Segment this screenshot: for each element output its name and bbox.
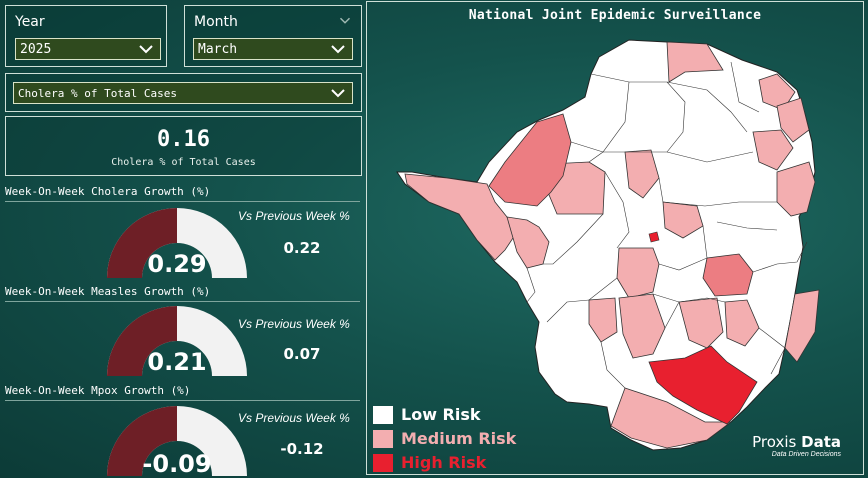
gauge-fill xyxy=(107,306,177,376)
measles-growth-value: 0.21 xyxy=(147,348,207,376)
region-medium xyxy=(404,173,518,261)
measles-growth-gauge[interactable] xyxy=(106,305,248,377)
chevron-down-icon xyxy=(331,89,345,98)
brand-name: Proxis Data xyxy=(752,433,841,451)
legend-swatch xyxy=(373,453,393,472)
region-medium xyxy=(784,289,820,363)
vs-previous-week-label: Vs Previous Week % xyxy=(238,209,350,223)
legend-label: Low Risk xyxy=(401,405,481,424)
region-medium-high xyxy=(488,113,572,207)
chevron-down-icon xyxy=(331,45,345,54)
legend-label: Medium Risk xyxy=(401,429,517,448)
legend-item-low[interactable]: Low Risk xyxy=(373,405,481,424)
brand-tagline: Data Driven Decisions xyxy=(771,451,841,458)
region-medium-high xyxy=(702,253,754,297)
brand-logo: Proxis Data Data Driven Decisions xyxy=(752,433,841,458)
gauge-title-mpox: Week-On-Week Mpox Growth (%) xyxy=(5,384,191,397)
region-high xyxy=(648,231,660,243)
region-medium xyxy=(776,161,816,217)
chevron-down-icon[interactable] xyxy=(339,16,351,25)
year-dropdown[interactable]: 2025 xyxy=(15,38,161,60)
legend-item-medium[interactable]: Medium Risk xyxy=(373,429,516,448)
region-medium xyxy=(588,297,618,343)
measure-dropdown-value: Cholera % of Total Cases xyxy=(18,86,177,100)
measure-dropdown[interactable]: Cholera % of Total Cases xyxy=(13,82,353,104)
brand-name-part1: Proxis xyxy=(752,433,797,451)
kpi-value: 0.16 xyxy=(157,127,210,152)
region-medium xyxy=(610,387,733,449)
divider xyxy=(5,301,360,302)
district-boundaries xyxy=(526,61,808,389)
cholera-growth-gauge[interactable] xyxy=(106,207,248,279)
region-medium xyxy=(662,201,704,239)
region-medium xyxy=(624,149,660,199)
mpox-growth-gauge[interactable] xyxy=(106,405,248,477)
year-slicer-label: Year xyxy=(15,14,45,30)
legend-item-high[interactable]: High Risk xyxy=(373,453,486,472)
year-slicer: Year 2025 xyxy=(5,5,167,67)
region-high xyxy=(648,345,758,425)
region-medium xyxy=(776,97,810,143)
gauge-fill xyxy=(107,406,177,476)
controls-panel: Year 2025 Month March Cholera % of Total… xyxy=(0,0,364,478)
measles-vs-previous-value: 0.07 xyxy=(283,345,321,363)
month-slicer: Month March xyxy=(184,5,362,67)
divider xyxy=(5,400,360,401)
mpox-vs-previous-value: -0.12 xyxy=(280,440,324,458)
mpox-growth-value: -0.09 xyxy=(142,450,212,478)
gauge-title-measles: Week-On-Week Measles Growth (%) xyxy=(5,285,211,298)
legend-label: High Risk xyxy=(401,453,487,472)
region-medium xyxy=(666,41,724,83)
kpi-card: 0.16 Cholera % of Total Cases xyxy=(5,116,362,176)
legend-swatch xyxy=(373,429,393,448)
month-slicer-label: Month xyxy=(194,14,238,30)
chevron-down-icon xyxy=(139,45,153,54)
month-dropdown-value: March xyxy=(198,41,238,57)
measure-slicer: Cholera % of Total Cases xyxy=(5,73,362,112)
region-medium xyxy=(724,299,760,347)
map-panel: National Joint Epidemic Surveillance Low… xyxy=(366,1,864,475)
region-medium xyxy=(752,129,794,171)
risk-map[interactable] xyxy=(367,2,863,474)
vs-previous-week-label: Vs Previous Week % xyxy=(238,411,350,425)
brand-name-part2: Data xyxy=(801,433,841,451)
gauge-title-cholera: Week-On-Week Cholera Growth (%) xyxy=(5,185,211,198)
kpi-label: Cholera % of Total Cases xyxy=(111,157,256,168)
divider xyxy=(5,201,360,202)
region-medium xyxy=(758,73,796,111)
year-dropdown-value: 2025 xyxy=(20,41,52,57)
cholera-vs-previous-value: 0.22 xyxy=(283,239,321,257)
map-title: National Joint Epidemic Surveillance xyxy=(468,8,762,23)
month-dropdown[interactable]: March xyxy=(193,38,353,60)
vs-previous-week-label: Vs Previous Week % xyxy=(238,317,350,331)
gauge-fill xyxy=(107,208,177,278)
region-medium xyxy=(506,216,550,269)
legend-swatch xyxy=(373,405,393,424)
cholera-growth-value: 0.29 xyxy=(147,250,207,278)
